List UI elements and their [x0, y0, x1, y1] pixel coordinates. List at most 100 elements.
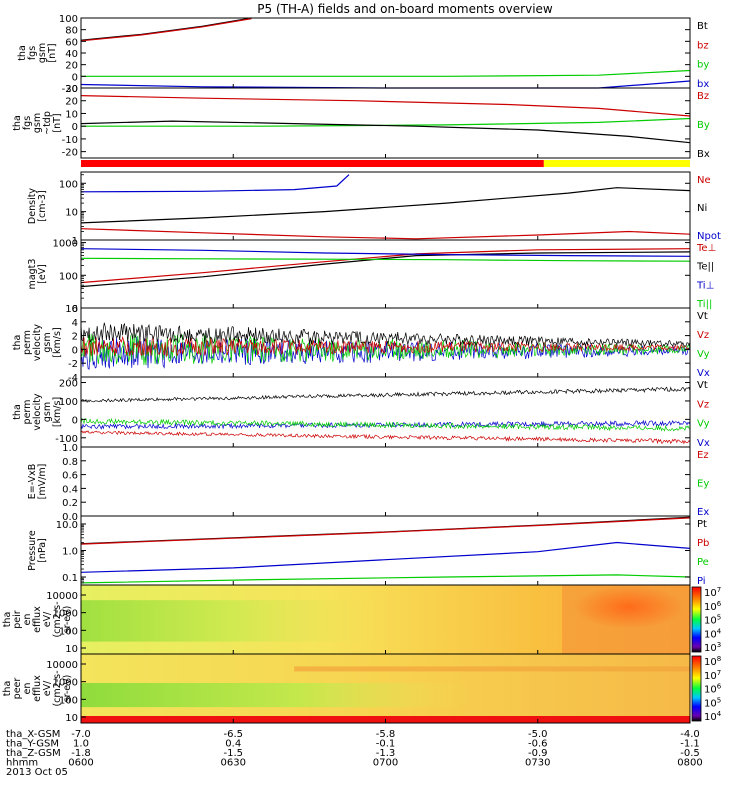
perm_sm-legend-entry: Vx [697, 368, 710, 379]
magt3-ytick-label: 100 [59, 271, 78, 282]
density-frame [80, 171, 691, 241]
perm_lg-ytick-label: -100 [55, 434, 78, 445]
pressure-ylabel-line: [nPa] [37, 538, 48, 563]
perm_sm-legend-entry: Vz [697, 330, 709, 341]
fgs-legend-entry: by [697, 60, 709, 71]
fgs-series-0 [80, 17, 252, 41]
peer-ytick-label: 100 [59, 695, 78, 706]
perm_lg-legend-entry: Vt [697, 380, 708, 391]
perm_lg-legend-entry: Vy [697, 419, 710, 430]
peir-ytick-label: 10 [65, 644, 78, 655]
density-legend-entry: Ni [697, 203, 707, 214]
pressure-legend-entry: Pi [697, 576, 706, 587]
perm_sm-ytick-label: 2 [72, 332, 78, 343]
fgs_tdp-ytick-label: 0 [72, 122, 78, 133]
fgs_tdp-legend-entry: Bx [697, 149, 710, 160]
peir-ylabel-line: tha [2, 612, 13, 628]
magt3-series-2 [80, 248, 691, 257]
orbit-value: -0.1 [376, 739, 396, 750]
perm_sm-ylabel-line: [km/s] [52, 327, 63, 357]
peir-colorbar-label: 107 [704, 586, 721, 599]
perm_sm-ylabel-line: gsm [42, 332, 53, 352]
perm_lg-ytick-label: 100 [59, 397, 78, 408]
time-tick-label: 0600 [68, 758, 93, 769]
perm_sm-ylabel-line: velocity [32, 324, 43, 362]
orbit-value: -4.0 [680, 729, 700, 740]
perm_lg-ylabel-line: gsm [42, 402, 53, 422]
density-ylabel-line: Density [27, 188, 38, 224]
peer-upper-band [294, 666, 690, 672]
magt3-ylabel-line: [eV] [37, 264, 48, 284]
perm_lg-ytick-label: 0 [72, 415, 78, 426]
perm_sm-ytick-label: -4 [68, 373, 78, 384]
fgs-ylabel-line: fgs [27, 46, 38, 60]
peir-ylabel-line: en [22, 614, 33, 626]
fgs-ytick-label: 0 [72, 72, 78, 83]
density-ylabel-line: [cm-3] [37, 190, 48, 221]
panel-efield: 1.0 0.8 0.6 0.4 0.2 0.0 Ez Ey Ex E=-VxB [mV/m] [27, 443, 709, 523]
efield-frame [80, 446, 691, 517]
orbit-value: -0.9 [528, 748, 548, 759]
peir-colorbar-label: 105 [704, 614, 721, 627]
orbit-value: -6.5 [223, 729, 243, 740]
orbit-value: -0.6 [528, 739, 548, 750]
perm_lg-ylabel-line: perm [22, 400, 33, 425]
perm_lg-ytick-label: 200 [59, 379, 78, 390]
peir-ytick-label: 10000 [46, 591, 78, 602]
status-bar-segment [543, 160, 690, 167]
density-legend-entry: Ne [697, 175, 711, 186]
peer-spectrogram [81, 654, 690, 723]
perm_sm-ylabel-line: perm [22, 330, 33, 355]
peer-ylabel-line: (cm2-s- [52, 670, 63, 706]
peer-ytick-label: 10 [65, 713, 78, 724]
perm_sm-series-1 [80, 333, 691, 366]
density-legend-entry: Npot [697, 231, 721, 242]
fgs_tdp-ytick-label: 20 [65, 97, 78, 108]
panel-perm_lg: 200 100 0 -100 Vt Vz Vy Vx tha perm velocity gsm [km… [12, 376, 710, 449]
peir-ylabel-line: (cm2-s- [52, 601, 63, 637]
magt3-series-3 [80, 257, 691, 262]
density-series-2 [80, 228, 691, 240]
fgs_tdp-legend-entry: Bz [697, 91, 709, 102]
fgs-ytick-label: 40 [65, 49, 78, 60]
pressure-legend-entry: Pe [697, 557, 709, 568]
efield-ylabel-line: E=-VxB [27, 464, 38, 499]
peer-colorbar-label: 106 [704, 683, 722, 696]
perm_lg-series-3 [80, 386, 691, 404]
orbit-value: 0.4 [225, 739, 241, 750]
perm_sm-ylabel-line: tha [12, 335, 23, 351]
fgs_tdp-series-0 [80, 95, 691, 117]
panel-pressure: 10.0 1.0 0.1 Pt Pb Pe Pi Pressure [nPa] [27, 515, 709, 587]
perm_sm-ytick-label: 0 [72, 345, 78, 356]
fgs_tdp-legend-entry: By [697, 120, 710, 131]
peer-ylabel-line: tha [2, 681, 13, 697]
fgs_tdp-frame [80, 87, 691, 159]
magt3-legend-entry: Te⊥ [696, 243, 716, 254]
peer-colorbar-label: 107 [704, 669, 721, 682]
peir-colorbar [691, 586, 702, 653]
peir-ylabel-line: sr-eV) [62, 606, 73, 634]
fgs-series-1 [80, 18, 252, 42]
orbit-value: -1.8 [71, 748, 91, 759]
fgs-series-2 [81, 69, 691, 77]
fgs-legend-entry: Bt [697, 21, 708, 32]
perm_sm-legend-entry: Vt [697, 311, 708, 322]
orbit-value: -1.3 [376, 748, 396, 759]
peir-colorbar-label: 106 [704, 600, 722, 613]
time-tick-label: 0630 [221, 758, 246, 769]
fgs_tdp-ylabel-line: [nT] [52, 113, 63, 132]
fgs-legend-entry: bz [697, 40, 709, 51]
efield-legend-entry: Ex [697, 507, 709, 518]
pressure-ytick-label: 1.0 [62, 547, 78, 558]
peer-ytick-label: 1000 [53, 678, 78, 689]
density-ytick-label: 10 [65, 208, 78, 219]
orbit-value: -5.8 [376, 729, 396, 740]
pressure-ytick-label: 10.0 [56, 520, 78, 531]
panel-density: 100 10 1 Ne Ni Npot Density [cm-3] [27, 171, 721, 247]
orbit-row-label: hhmm [6, 758, 38, 769]
peer-ylabel-line: en [22, 683, 33, 695]
peer-ylabel-line: peer [12, 678, 23, 700]
